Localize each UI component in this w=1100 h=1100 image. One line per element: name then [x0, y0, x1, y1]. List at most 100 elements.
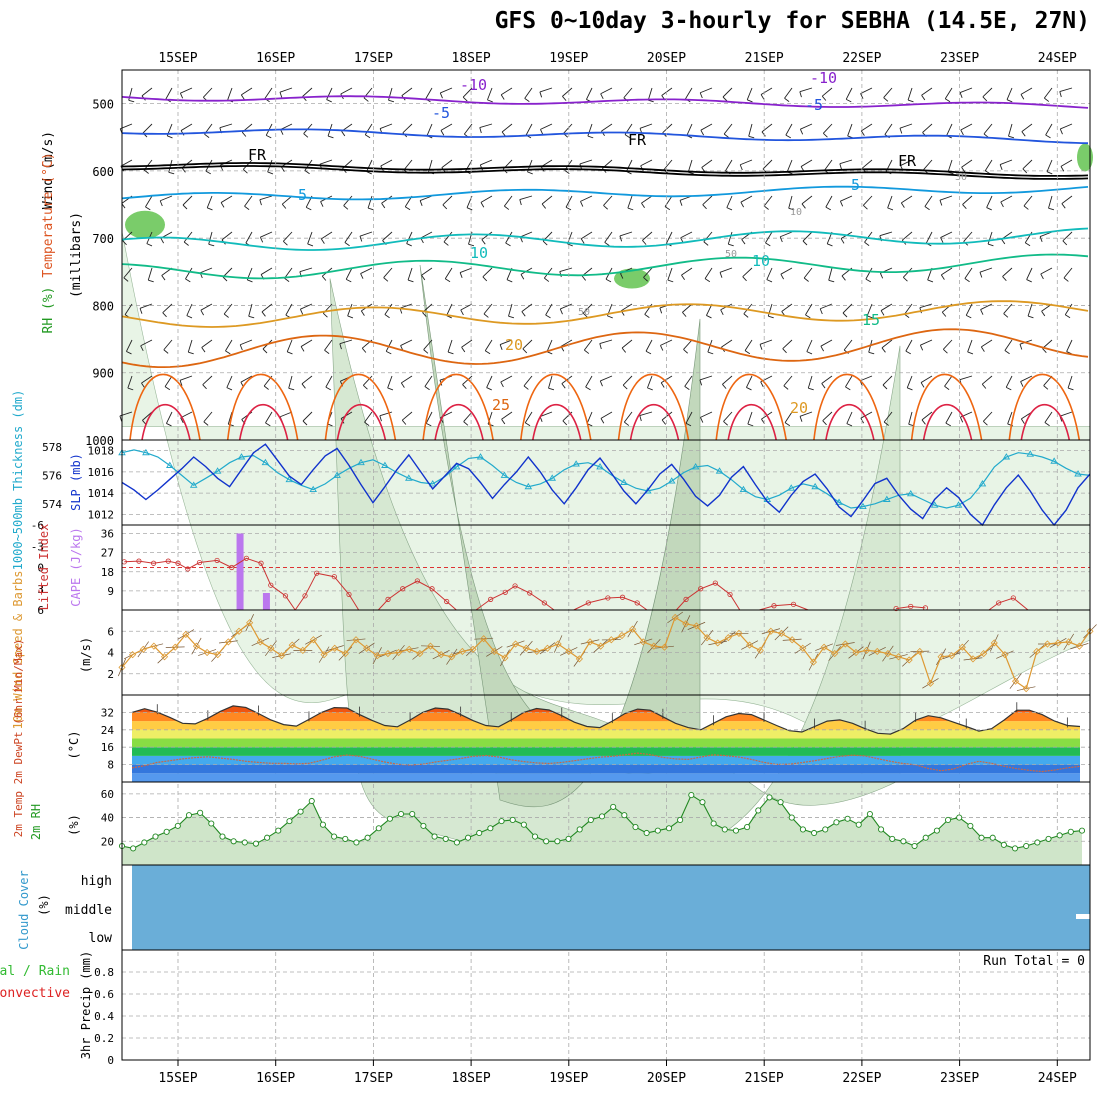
- rh-high-spot: [1077, 143, 1093, 172]
- wind-barb-flag: [1044, 97, 1050, 102]
- wind-barb-flag: [605, 278, 612, 283]
- wind-barb: [140, 339, 153, 352]
- wind-barb-flag: [882, 384, 888, 390]
- wind-barb-staff: [585, 375, 593, 388]
- wind-barb: [684, 375, 693, 391]
- rh-point: [498, 818, 505, 825]
- wind-barb-staff: [641, 195, 653, 204]
- wind-barb-staff: [401, 411, 413, 421]
- wind-barb-flag: [722, 384, 727, 389]
- wind-barb-staff: [443, 231, 453, 243]
- wind-barb-staff: [240, 375, 253, 383]
- wind-barb: [645, 339, 653, 355]
- wind-barb: [401, 411, 413, 425]
- wind-barb-flag: [642, 240, 647, 245]
- wind-barb: [905, 339, 913, 355]
- wind-barb-staff: [986, 195, 993, 208]
- wind-barb-flag: [327, 135, 334, 139]
- date-label-bottom: 15SEP: [158, 1071, 197, 1086]
- contour-label: 10: [790, 207, 802, 218]
- wind-barb-staff: [367, 195, 373, 209]
- wind-barb: [344, 231, 353, 247]
- wind-barb-flag: [423, 349, 429, 354]
- wind-barb-staff: [164, 375, 173, 387]
- wind-barb: [820, 339, 833, 352]
- wind-barb: [508, 303, 515, 319]
- wind-barb-staff: [180, 87, 193, 94]
- wind-barb-flag: [1019, 343, 1023, 350]
- wind-barb-staff: [786, 159, 793, 172]
- wind-barb-staff: [799, 87, 813, 93]
- wind-barb: [866, 303, 873, 319]
- wind-barb-flag: [479, 127, 482, 134]
- wind-barb: [805, 303, 813, 319]
- pressure-tick-label: 1000: [85, 434, 114, 448]
- li-point: [214, 557, 220, 564]
- wind-barb: [440, 123, 453, 136]
- wind-barb-flag: [927, 279, 934, 283]
- wind-barb: [444, 267, 453, 283]
- li-point: [196, 559, 203, 566]
- wind-barb-flag: [288, 387, 295, 391]
- wind-barb-staff: [587, 123, 593, 137]
- wind-barb-flag: [506, 279, 513, 283]
- wind-speed-point: [873, 647, 881, 656]
- wind-barb: [747, 411, 754, 427]
- wind-barb-flag: [763, 205, 769, 210]
- wind-barb-flag: [1067, 387, 1074, 391]
- wind-barb-staff: [1048, 195, 1053, 209]
- li-line: [896, 605, 926, 610]
- wind-barb-staff: [861, 123, 873, 132]
- li-point: [400, 586, 406, 592]
- wind-barb: [187, 339, 194, 355]
- contour-label: -5: [432, 104, 450, 122]
- wind-barb-flag: [501, 419, 506, 425]
- wind-barb-flag: [482, 276, 488, 282]
- temp-arch: [922, 403, 973, 441]
- wind-barb-staff: [760, 87, 773, 95]
- wind-barb-staff: [845, 375, 853, 388]
- wind-barb-staff: [201, 339, 213, 348]
- wind-speed-point: [682, 620, 690, 628]
- wind-barb: [419, 195, 433, 207]
- date-label-top: 16SEP: [256, 51, 295, 66]
- wind-barb-staff: [962, 195, 973, 205]
- wind-barb-flag: [162, 312, 167, 318]
- temp-arch: [520, 373, 592, 441]
- wind-barb: [945, 411, 953, 427]
- ylabel-10m-wind: 10m Wind Speed & Barbs: [11, 571, 25, 730]
- wind-barb-flag: [283, 240, 288, 246]
- li-tick-label: -6: [31, 519, 44, 532]
- wind-speed-point: [160, 653, 169, 661]
- wind-barb-flag: [499, 344, 503, 351]
- wind-barb: [727, 231, 734, 247]
- wind-barb: [580, 231, 593, 244]
- wind-barb: [822, 123, 833, 138]
- wind-barb-staff: [1046, 159, 1053, 172]
- thickness-point: [930, 501, 939, 508]
- wind-barb-flag: [361, 347, 367, 353]
- wind-barb-staff: [525, 123, 533, 136]
- wind-barb-flag: [879, 272, 884, 279]
- wind-barb-staff: [880, 303, 893, 311]
- wind-barb-staff: [241, 87, 253, 96]
- contour-label: 25: [492, 396, 510, 414]
- wind-barb-staff: [999, 159, 1013, 165]
- wind-barb-staff: [944, 375, 953, 387]
- wind-barb-staff: [345, 267, 353, 280]
- wind-barb-flag: [845, 386, 851, 391]
- wind-barb-staff: [360, 267, 373, 274]
- wind-barb-staff: [1059, 87, 1073, 92]
- rh-point: [911, 842, 918, 850]
- wind-barb-flag: [545, 314, 551, 319]
- wind-barb-staff: [861, 159, 873, 169]
- wind-barb-staff: [940, 231, 953, 238]
- wind-speed-point: [405, 645, 413, 653]
- wind-barb-staff: [1067, 375, 1073, 389]
- wind-barb-staff: [582, 303, 593, 314]
- wind-barb: [961, 159, 973, 173]
- wind-barb-staff: [286, 339, 293, 352]
- wind-barb-flag: [521, 311, 526, 317]
- thickness-point: [548, 474, 557, 481]
- wind-barb: [883, 411, 893, 426]
